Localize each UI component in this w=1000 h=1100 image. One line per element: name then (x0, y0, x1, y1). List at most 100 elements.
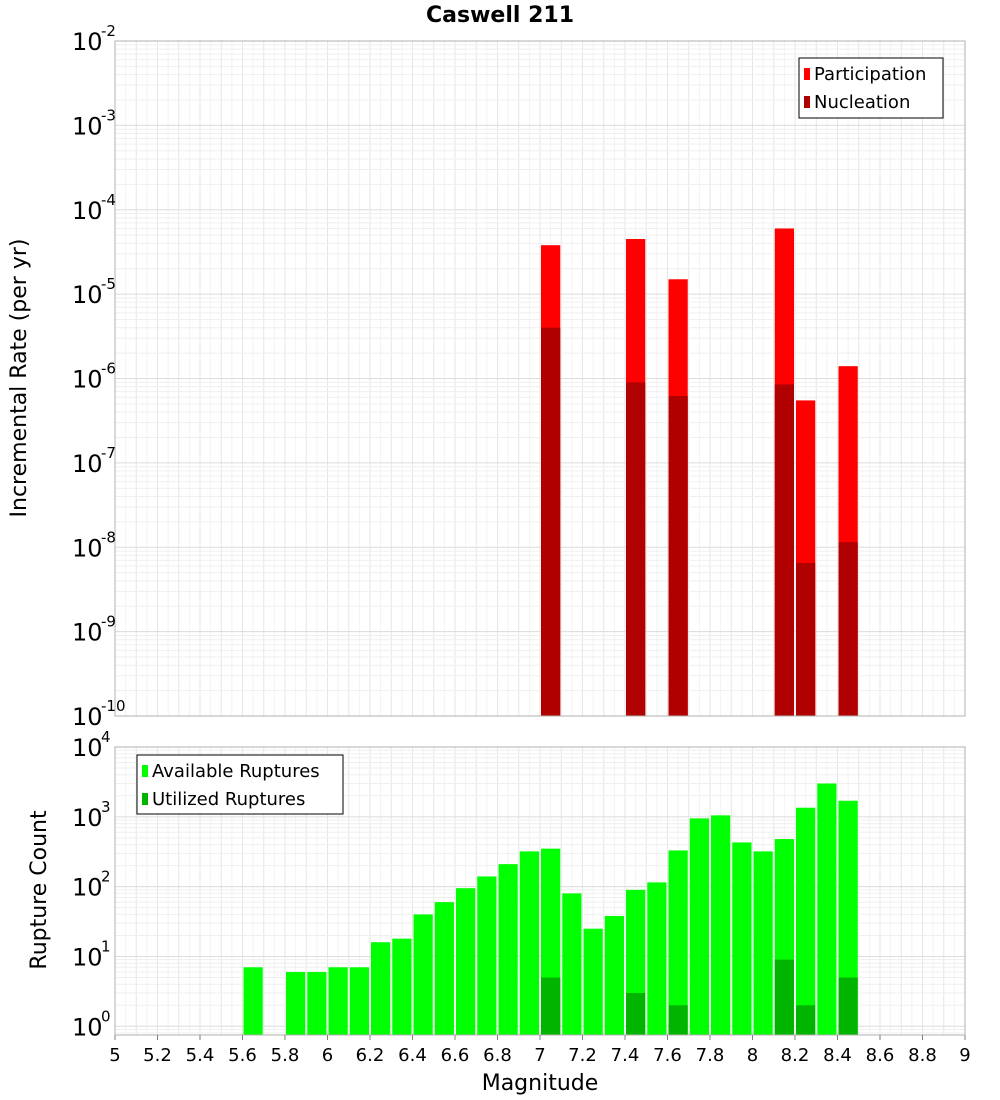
bottom-bar-available-ruptures (477, 876, 497, 1035)
bottom-bar-available-ruptures (243, 967, 263, 1035)
bottom-legend-swatch (142, 765, 148, 777)
bottom-y-tick-exponent: 1 (101, 937, 111, 955)
bottom-y-tick-base: 10 (72, 874, 103, 902)
top-y-tick-exponent: -9 (101, 613, 116, 631)
bottom-bar-utilized-ruptures (774, 959, 794, 1035)
x-axis-ticks: 5 5.2 5.4 5.6 5.8 6 6.2 6.4 6.6 6.8 7 7.2 7.4 7.6 7.8 8… (109, 1035, 971, 1066)
bottom-y-tick-label: 103 (72, 798, 111, 832)
top-legend-box (798, 57, 944, 119)
x-tick-label: 5.4 (186, 1045, 215, 1066)
top-y-tick-label: 10-4 (72, 191, 116, 225)
top-y-tick-exponent: -3 (101, 106, 116, 124)
x-tick-label: 6 (322, 1045, 333, 1066)
x-axis-label: Magnitude (482, 1071, 599, 1096)
x-tick-label: 7 (534, 1045, 545, 1066)
bottom-y-tick-label: 102 (72, 868, 111, 902)
bottom-bars (243, 783, 858, 1035)
bottom-legend-entry: Available Ruptures (152, 761, 320, 782)
bottom-y-tick-label: 101 (72, 937, 111, 971)
top-bar-nucleation (626, 382, 646, 716)
bottom-y-axis-label: Rupture Count (27, 810, 52, 970)
top-y-tick-base: 10 (72, 703, 103, 731)
top-y-tick-label: 10-7 (72, 444, 116, 478)
top-legend-entry: Nucleation (814, 92, 910, 113)
top-legend-swatch (804, 96, 810, 108)
bottom-y-tick-label: 104 (72, 728, 111, 762)
bottom-bar-available-ruptures (732, 842, 752, 1035)
top-plot-frame (114, 40, 966, 717)
bottom-bar-utilized-ruptures (838, 977, 858, 1035)
top-y-tick-label: 10-3 (72, 106, 116, 140)
top-y-tick-exponent: -5 (101, 275, 116, 293)
top-y-tick-base: 10 (72, 619, 103, 647)
top-y-tick-base: 10 (72, 534, 103, 562)
x-tick-label: 8.6 (866, 1045, 895, 1066)
top-y-tick-label: 10-6 (72, 360, 116, 394)
x-tick-label: 8.8 (908, 1045, 937, 1066)
bottom-bar-utilized-ruptures (626, 992, 646, 1035)
top-legend: Participation Nucleation (798, 57, 944, 119)
top-y-tick-base: 10 (72, 197, 103, 225)
bottom-bar-available-ruptures (307, 971, 327, 1035)
bottom-bar-available-ruptures (349, 967, 369, 1035)
bottom-bar-available-ruptures (838, 800, 858, 1035)
top-y-axis-label: Incremental Rate (per yr) (7, 239, 32, 518)
bottom-bar-available-ruptures (456, 888, 476, 1035)
top-bar-nucleation (774, 384, 794, 716)
bottom-y-tick-exponent: 4 (101, 728, 111, 746)
x-tick-label: 6.6 (441, 1045, 470, 1066)
x-tick-label: 6.8 (483, 1045, 512, 1066)
chart-title: Caswell 211 (426, 3, 574, 28)
bottom-y-tick-base: 10 (72, 804, 103, 832)
bottom-y-tick-base: 10 (72, 1013, 103, 1041)
bottom-bar-available-ruptures (371, 942, 391, 1035)
top-y-tick-base: 10 (72, 366, 103, 394)
bottom-bar-available-ruptures (604, 915, 624, 1035)
top-bars (541, 228, 858, 717)
bottom-y-tick-base: 10 (72, 734, 103, 762)
bottom-bar-available-ruptures (519, 851, 539, 1035)
top-y-tick-base: 10 (72, 281, 103, 309)
top-bar-nucleation (838, 542, 858, 716)
x-tick-label: 7.4 (611, 1045, 640, 1066)
x-tick-label: 5.8 (271, 1045, 300, 1066)
bottom-bar-available-ruptures (753, 851, 773, 1035)
bottom-bar-available-ruptures (711, 815, 731, 1035)
bottom-bar-available-ruptures (286, 971, 306, 1035)
top-y-tick-base: 10 (72, 450, 103, 478)
bottom-legend-box (136, 754, 344, 815)
bottom-bar-available-ruptures (817, 783, 837, 1035)
x-tick-label: 8.2 (781, 1045, 810, 1066)
x-tick-label: 8 (747, 1045, 758, 1066)
bottom-bar-available-ruptures (583, 928, 603, 1035)
bottom-bar-available-ruptures (328, 967, 348, 1035)
top-y-tick-exponent: -10 (101, 697, 126, 715)
bottom-bar-available-ruptures (689, 818, 709, 1035)
top-y-tick-exponent: -7 (101, 444, 116, 462)
x-tick-label: 7.2 (568, 1045, 597, 1066)
top-y-tick-exponent: -2 (101, 22, 116, 40)
bottom-bar-available-ruptures (647, 882, 667, 1035)
bottom-y-tick-label: 100 (72, 1007, 111, 1041)
bottom-bar-utilized-ruptures (796, 1005, 816, 1035)
x-tick-label: 6.2 (356, 1045, 385, 1066)
top-y-tick-exponent: -4 (101, 191, 116, 209)
top-y-tick-label: 10-8 (72, 528, 116, 562)
top-y-tick-base: 10 (72, 112, 103, 140)
x-tick-label: 7.8 (696, 1045, 725, 1066)
bottom-bar-available-ruptures (562, 893, 582, 1035)
top-y-tick-label: 10-5 (72, 275, 116, 309)
bottom-legend-swatch (142, 793, 148, 805)
top-bar-nucleation (668, 396, 688, 716)
bottom-y-tick-base: 10 (72, 943, 103, 971)
bottom-bar-available-ruptures (668, 850, 688, 1035)
top-y-tick-exponent: -6 (101, 360, 116, 378)
top-y-tick-base: 10 (72, 28, 103, 56)
x-tick-label: 7.6 (653, 1045, 682, 1066)
x-tick-label: 5.2 (143, 1045, 172, 1066)
bottom-bar-utilized-ruptures (541, 977, 561, 1035)
top-y-tick-exponent: -8 (101, 528, 116, 546)
top-legend-entry: Participation (814, 64, 926, 85)
